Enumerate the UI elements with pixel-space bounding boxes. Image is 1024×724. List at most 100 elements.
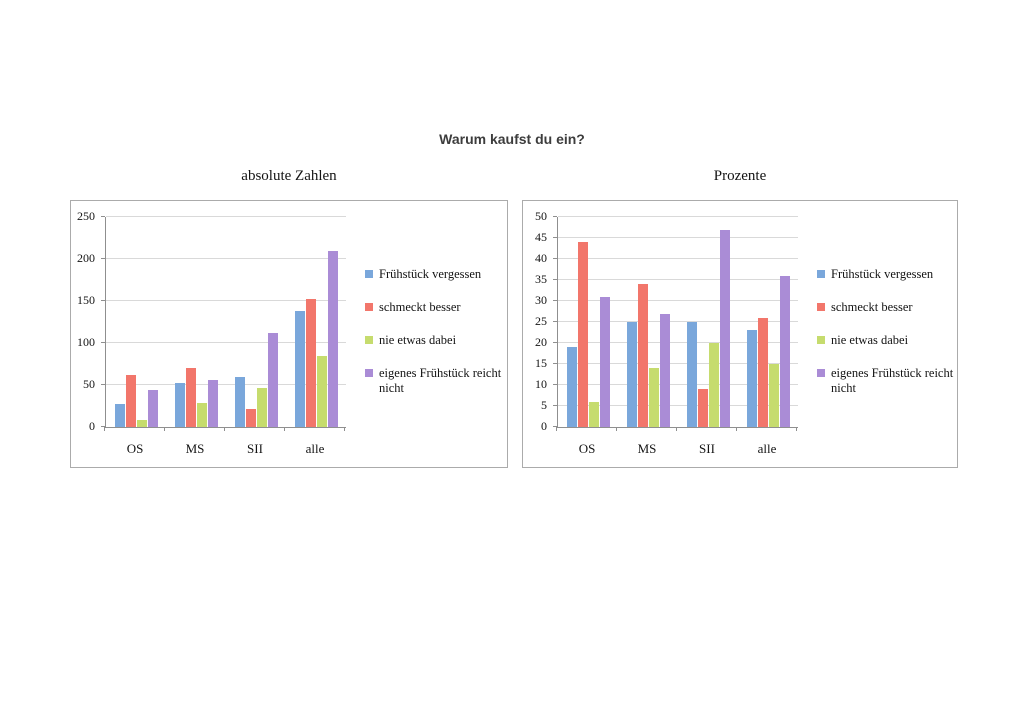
bar-group-sii	[678, 217, 738, 427]
y-tick-mark	[553, 342, 557, 343]
bar-group-os	[106, 217, 166, 427]
x-tick-mark	[616, 427, 617, 431]
bar-group-sii	[226, 217, 286, 427]
legend-swatch	[365, 303, 373, 311]
bar-group-alle	[738, 217, 798, 427]
y-tick-mark	[553, 300, 557, 301]
gridline	[558, 216, 798, 217]
y-tick-label: 50	[83, 377, 95, 391]
chart-prozente: Prozente 0 5 10 15 20 25 30 35 40 45 50 OS MS SII all…	[522, 168, 958, 468]
gridline	[106, 216, 346, 217]
page-title: Warum kaufst du ein?	[439, 131, 585, 147]
chart-absolute-zahlen: absolute Zahlen 0 50 100 150 200 250 OS MS SII a…	[70, 168, 508, 468]
y-tick-label: 250	[77, 209, 95, 223]
gridline	[106, 384, 346, 385]
y-tick-label: 20	[535, 335, 547, 349]
x-tick-mark	[736, 427, 737, 431]
legend: Frühstück vergessen schmeckt besser nie et…	[365, 267, 507, 414]
bar	[147, 390, 158, 427]
legend-swatch	[365, 336, 373, 344]
y-tick-mark	[101, 258, 105, 259]
x-tick-label: SII	[699, 441, 715, 456]
gridline	[558, 237, 798, 238]
y-axis: 0 50 100 150 200 250	[59, 209, 99, 433]
bar	[648, 368, 659, 427]
plot	[553, 216, 798, 428]
legend-swatch	[817, 270, 825, 278]
y-tick-label: 50	[535, 209, 547, 223]
y-tick-label: 0	[89, 419, 95, 433]
bar	[626, 322, 637, 427]
legend-item: eigenes Frühstück reicht nicht	[817, 366, 959, 396]
bar	[757, 317, 768, 427]
y-tick-label: 100	[77, 335, 95, 349]
y-tick-label: 150	[77, 293, 95, 307]
gridline	[106, 258, 346, 259]
x-tick-label: OS	[578, 441, 596, 456]
gridline	[106, 342, 346, 343]
y-tick-label: 25	[535, 314, 547, 328]
y-tick-mark	[101, 426, 105, 427]
gridline	[558, 384, 798, 385]
gridline	[558, 363, 798, 364]
gridline	[558, 300, 798, 301]
bar	[697, 389, 708, 427]
bar	[245, 409, 256, 427]
gridline	[558, 342, 798, 343]
x-tick-mark	[224, 427, 225, 431]
y-tick-mark	[553, 279, 557, 280]
bar	[746, 330, 757, 427]
bar-group-alle	[286, 217, 346, 427]
bar	[185, 368, 196, 427]
bar	[686, 322, 697, 427]
y-tick-label: 10	[535, 377, 547, 391]
y-tick-label: 15	[535, 356, 547, 370]
x-tick-label: alle	[757, 441, 777, 456]
plot-area: 0 5 10 15 20 25 30 35 40 45 50 OS MS SII alle	[535, 209, 798, 456]
x-tick-label: MS	[185, 441, 205, 456]
x-tick-label: MS	[637, 441, 657, 456]
legend-label: Frühstück vergessen	[831, 267, 934, 281]
legend-label: schmeckt besser	[831, 300, 913, 314]
legend-label: schmeckt besser	[379, 300, 461, 314]
gridline	[558, 321, 798, 322]
bar	[174, 383, 185, 427]
y-tick-label: 200	[77, 251, 95, 265]
y-tick-mark	[553, 321, 557, 322]
bar	[637, 284, 648, 427]
y-tick-mark	[553, 216, 557, 217]
gridline	[558, 405, 798, 406]
x-tick-mark	[104, 427, 105, 431]
legend-label: eigenes Frühstück reicht nicht	[831, 366, 954, 395]
y-tick-mark	[101, 300, 105, 301]
chart-title: absolute Zahlen	[241, 168, 337, 184]
x-tick-label: OS	[126, 441, 144, 456]
bar	[294, 311, 305, 427]
bar	[708, 343, 719, 427]
bar	[577, 242, 588, 427]
bar-group-ms	[618, 217, 678, 427]
bar	[588, 401, 599, 427]
bar	[779, 275, 790, 427]
bar	[256, 387, 267, 427]
y-tick-mark	[553, 363, 557, 364]
legend-label: Frühstück vergessen	[379, 267, 482, 281]
gridline	[558, 258, 798, 259]
x-tick-label: alle	[305, 441, 325, 456]
bar	[196, 402, 207, 427]
legend-swatch	[817, 369, 825, 377]
bar	[305, 299, 316, 427]
legend-item: nie etwas dabei	[817, 333, 959, 348]
x-tick-mark	[676, 427, 677, 431]
legend: Frühstück vergessen schmeckt besser nie et…	[817, 267, 959, 414]
bar	[599, 296, 610, 427]
y-tick-label: 0	[541, 419, 547, 433]
bar-group-os	[558, 217, 618, 427]
y-axis: 0 5 10 15 20 25 30 35 40 45 50	[511, 209, 551, 433]
bar-group-ms	[166, 217, 226, 427]
y-tick-mark	[101, 342, 105, 343]
y-tick-label: 40	[535, 251, 547, 265]
bar	[316, 355, 327, 427]
legend-swatch	[817, 336, 825, 344]
legend-label: eigenes Frühstück reicht nicht	[379, 366, 502, 395]
